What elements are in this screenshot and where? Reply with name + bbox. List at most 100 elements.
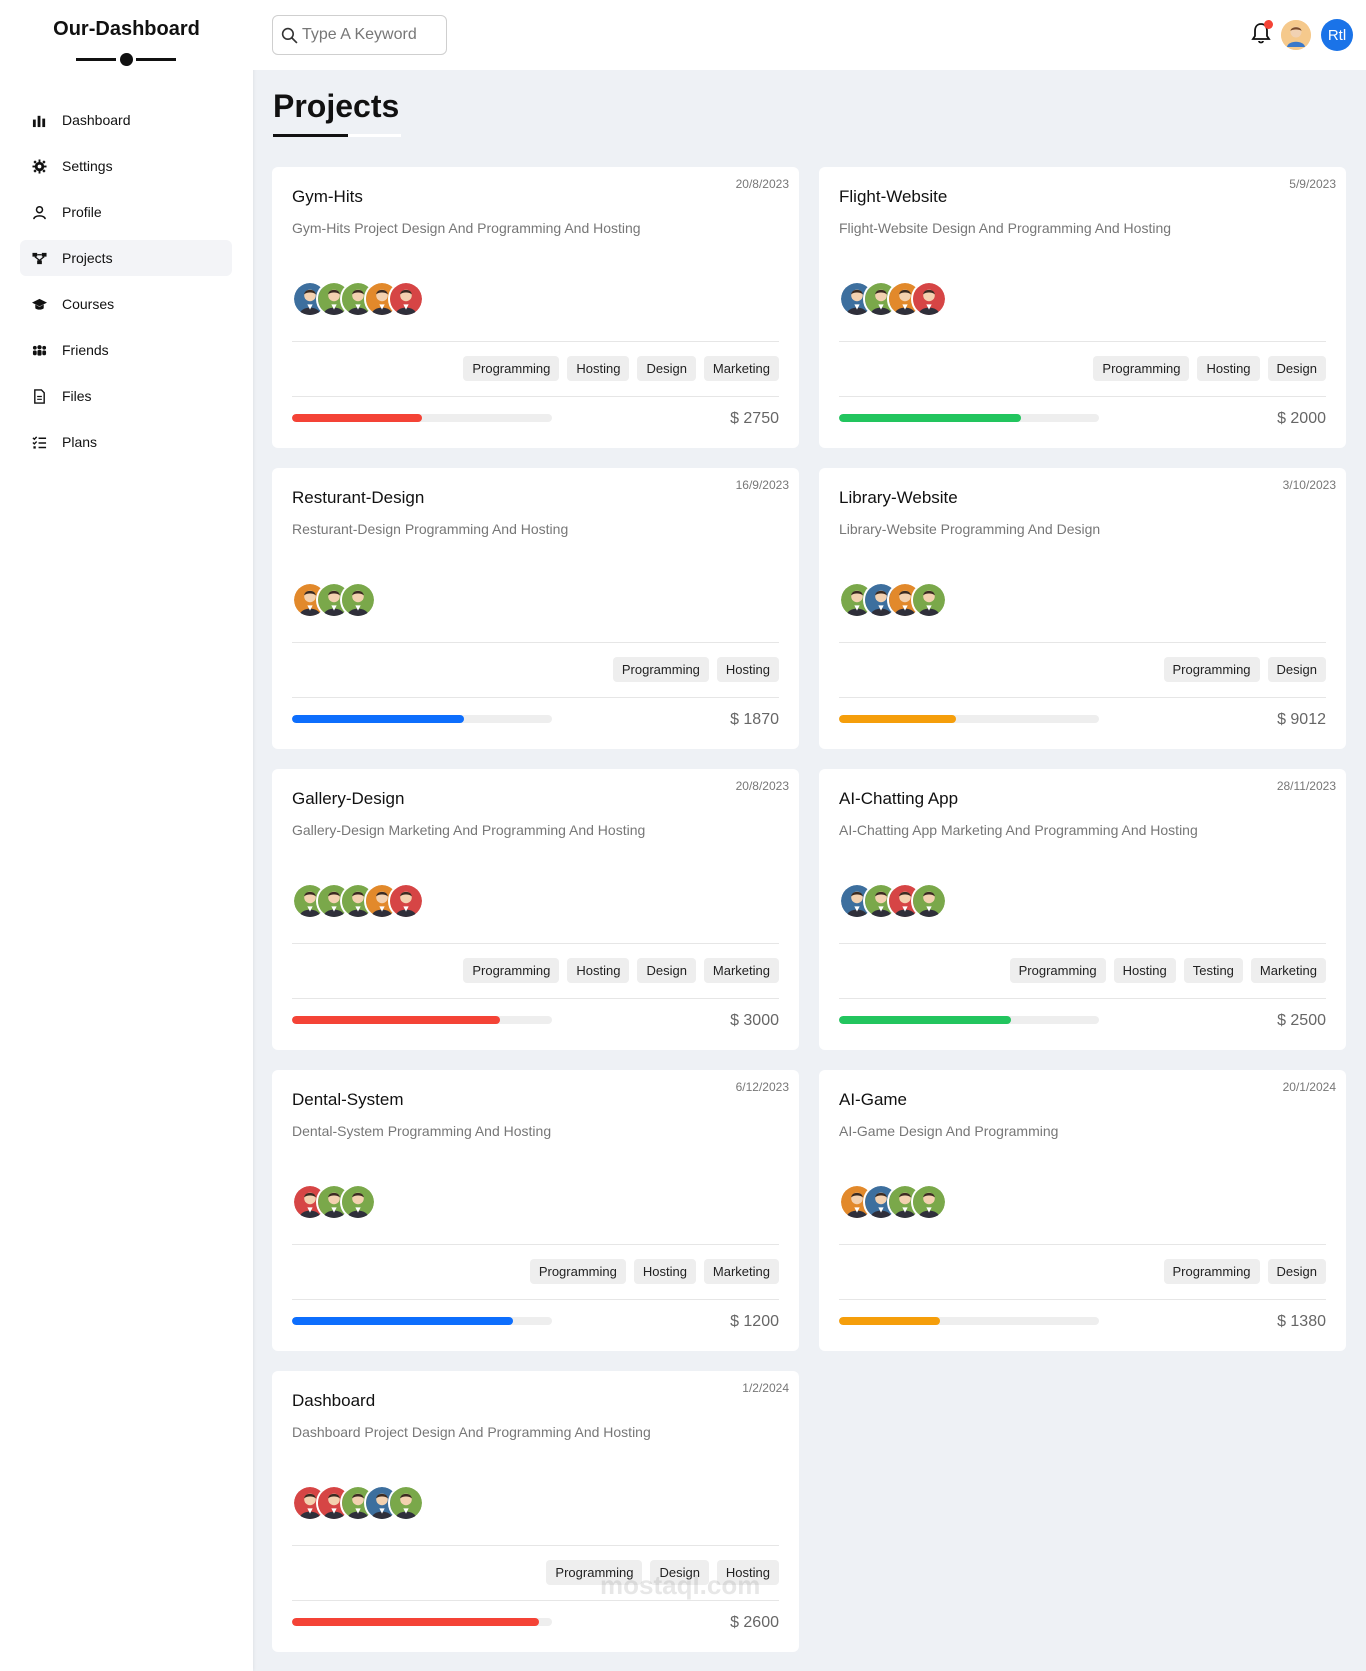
project-card[interactable]: 5/9/2023 Flight-Website Flight-Website Des… <box>819 167 1346 448</box>
project-team <box>292 1485 424 1523</box>
sidebar-item-projects[interactable]: Projects <box>20 240 232 276</box>
project-card[interactable]: 16/9/2023 Resturant-Design Resturant-Desig… <box>272 468 799 749</box>
project-tag: Programming <box>463 356 560 381</box>
project-tag: Hosting <box>716 657 779 682</box>
project-progress-fill <box>292 1016 500 1024</box>
project-team <box>839 281 947 319</box>
project-description: AI-Game Design And Programming <box>839 1123 1059 1139</box>
project-date: 5/9/2023 <box>1289 177 1336 191</box>
diagram-project-icon <box>30 249 48 267</box>
project-tag: Programming <box>1009 958 1106 983</box>
team-member-avatar <box>388 281 424 317</box>
project-tags: Programming Hosting Testing Marketing <box>1009 958 1326 983</box>
project-progress-bar <box>839 715 1099 723</box>
project-tags: Programming Design <box>1163 657 1326 682</box>
team-member-avatar <box>340 1184 376 1220</box>
project-team <box>292 281 424 319</box>
project-progress-fill <box>839 1317 941 1325</box>
notification-button[interactable] <box>1249 20 1275 48</box>
divider <box>292 1600 779 1601</box>
chart-bar-icon <box>30 111 48 129</box>
project-tag: Programming <box>546 1560 643 1585</box>
sidebar-item-courses[interactable]: Courses <box>20 286 232 322</box>
list-check-icon <box>30 433 48 451</box>
file-icon <box>30 387 48 405</box>
projects-grid: 20/8/2023 Gym-Hits Gym-Hits Project Design… <box>272 167 1346 1652</box>
team-member-avatar <box>340 582 376 618</box>
project-description: Gallery-Design Marketing And Programming… <box>292 822 646 838</box>
project-team <box>292 582 376 620</box>
divider <box>839 642 1326 643</box>
project-price: $ 1200 <box>730 1313 779 1330</box>
project-card[interactable]: 1/2/2024 Dashboard Dashboard Project Desig… <box>272 1371 799 1652</box>
project-description: Dental-System Programming And Hosting <box>292 1123 552 1139</box>
project-tag: Programming <box>463 958 560 983</box>
project-tag: Hosting <box>716 1560 779 1585</box>
project-tags: Programming Design <box>1163 1259 1326 1284</box>
divider <box>839 1244 1326 1245</box>
project-card[interactable]: 20/1/2024 AI-Game AI-Game Design And Progr… <box>819 1070 1346 1351</box>
project-tags: Programming Hosting Design Marketing <box>463 356 779 381</box>
project-team <box>292 883 424 921</box>
project-progress-fill <box>292 1618 539 1626</box>
project-tag: Design <box>1267 657 1326 682</box>
project-price: $ 2500 <box>1277 1012 1326 1029</box>
project-tag: Marketing <box>703 1259 779 1284</box>
sidebar-item-label: Friends <box>62 342 109 358</box>
user-avatar[interactable] <box>1281 20 1311 50</box>
sidebar-item-label: Projects <box>62 250 113 266</box>
divider <box>292 697 779 698</box>
search-input[interactable] <box>302 26 442 44</box>
project-price: $ 2000 <box>1277 410 1326 427</box>
project-tags: Programming Hosting Marketing <box>529 1259 779 1284</box>
sidebar-item-settings[interactable]: Settings <box>20 148 232 184</box>
project-price: $ 2750 <box>730 410 779 427</box>
project-tag: Design <box>650 1560 709 1585</box>
project-card[interactable]: 28/11/2023 AI-Chatting App AI-Chatting App… <box>819 769 1346 1050</box>
rtl-toggle-button[interactable]: Rtl <box>1321 19 1353 51</box>
project-progress-fill <box>839 715 956 723</box>
project-tags: Programming Hosting <box>612 657 779 682</box>
search-box <box>272 15 447 55</box>
divider <box>292 642 779 643</box>
project-tag: Testing <box>1183 958 1243 983</box>
sidebar-item-dashboard[interactable]: Dashboard <box>20 102 232 138</box>
divider <box>839 998 1326 999</box>
project-price: $ 1380 <box>1277 1313 1326 1330</box>
project-description: Resturant-Design Programming And Hosting <box>292 521 569 537</box>
project-progress-bar <box>292 715 552 723</box>
project-card[interactable]: 20/8/2023 Gallery-Design Gallery-Design Ma… <box>272 769 799 1050</box>
project-progress-bar <box>292 414 552 422</box>
project-name: Flight-Website <box>839 187 948 206</box>
user-icon <box>30 203 48 221</box>
divider <box>839 697 1326 698</box>
sidebar-item-files[interactable]: Files <box>20 378 232 414</box>
project-name: Resturant-Design <box>292 488 425 507</box>
divider <box>839 341 1326 342</box>
project-card[interactable]: 20/8/2023 Gym-Hits Gym-Hits Project Design… <box>272 167 799 448</box>
project-progress-fill <box>292 1317 513 1325</box>
team-member-avatar <box>911 582 947 618</box>
sidebar-item-friends[interactable]: Friends <box>20 332 232 368</box>
project-name: AI-Chatting App <box>839 789 959 808</box>
sidebar-item-plans[interactable]: Plans <box>20 424 232 460</box>
sidebar-item-profile[interactable]: Profile <box>20 194 232 230</box>
project-name: Dashboard <box>292 1391 376 1410</box>
divider <box>292 1244 779 1245</box>
project-progress-bar <box>839 1016 1099 1024</box>
project-team <box>292 1184 376 1222</box>
team-member-avatar <box>911 1184 947 1220</box>
team-member-avatar <box>388 883 424 919</box>
project-tag: Programming <box>1163 657 1260 682</box>
project-date: 20/8/2023 <box>735 779 789 793</box>
project-progress-fill <box>292 715 464 723</box>
sidebar: Our-Dashboard Dashboard Settings Profile <box>0 0 253 1671</box>
divider <box>292 998 779 999</box>
project-card[interactable]: 3/10/2023 Library-Website Library-Website … <box>819 468 1346 749</box>
project-tag: Hosting <box>567 958 630 983</box>
project-price: $ 1870 <box>730 711 779 728</box>
page-title: Projects <box>273 88 400 124</box>
project-tag: Marketing <box>703 356 779 381</box>
project-card[interactable]: 6/12/2023 Dental-System Dental-System Prog… <box>272 1070 799 1351</box>
project-progress-fill <box>839 1016 1011 1024</box>
